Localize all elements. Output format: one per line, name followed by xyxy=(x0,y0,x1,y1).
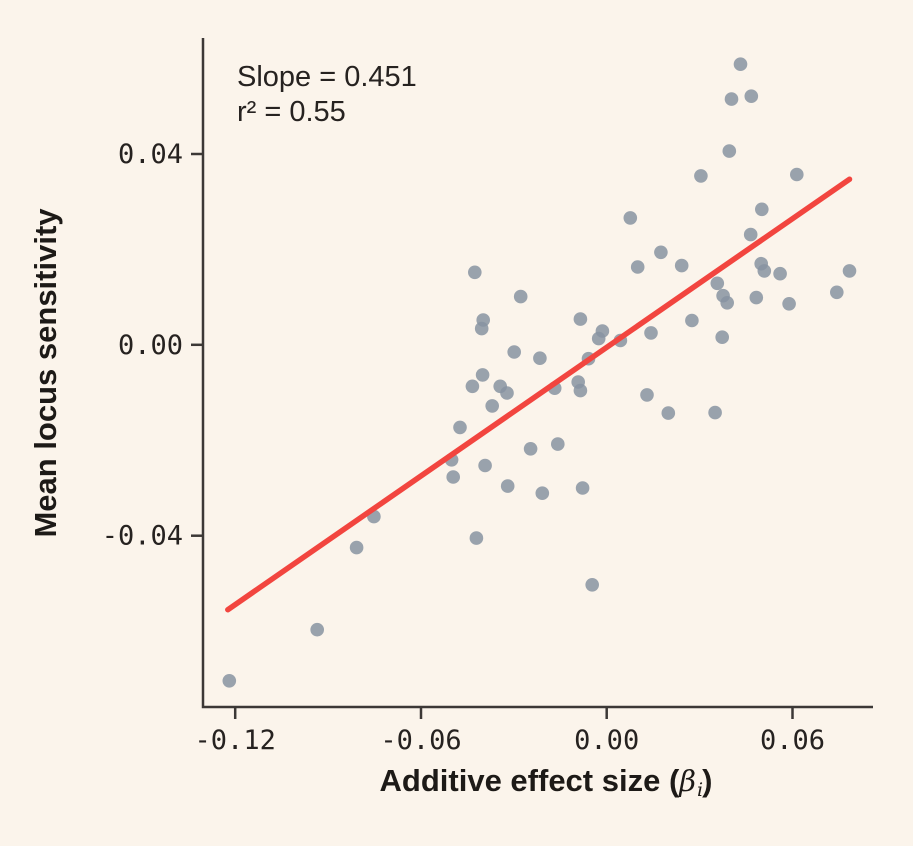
y-tick-label: 0.04 xyxy=(118,139,183,170)
data-point xyxy=(591,331,606,346)
data-point xyxy=(478,458,492,473)
x-tick-label: -0.12 xyxy=(195,725,276,756)
slope-annotation: Slope = 0.451 xyxy=(237,61,417,93)
data-point xyxy=(661,406,676,420)
data-point xyxy=(446,470,461,484)
data-point xyxy=(573,312,588,326)
data-point xyxy=(507,345,521,359)
data-point xyxy=(513,289,528,304)
data-point xyxy=(575,481,590,495)
data-point xyxy=(630,260,645,274)
data-point xyxy=(830,285,844,300)
x-tick-label: 0.00 xyxy=(574,725,639,756)
data-point xyxy=(757,264,772,278)
data-point xyxy=(468,265,482,280)
data-point xyxy=(773,266,787,281)
x-tick-label: 0.06 xyxy=(760,725,825,756)
data-point xyxy=(744,89,759,103)
r-squared-annotation: r² = 0.55 xyxy=(237,96,346,128)
data-point xyxy=(782,297,796,311)
data-point xyxy=(743,227,758,242)
data-point xyxy=(694,169,708,183)
data-point xyxy=(710,276,725,291)
data-point xyxy=(535,486,550,501)
data-point xyxy=(474,321,489,336)
y-tick-label: 0.00 xyxy=(118,330,183,361)
data-point xyxy=(733,57,748,71)
data-point xyxy=(485,399,500,413)
data-point xyxy=(749,290,764,305)
data-point xyxy=(755,202,769,217)
data-point xyxy=(533,351,547,366)
beta-subscript: i xyxy=(697,779,704,801)
data-point xyxy=(842,264,857,278)
data-point xyxy=(724,92,739,106)
x-axis-title-close-paren: ) xyxy=(702,763,713,798)
data-point xyxy=(623,211,638,225)
data-point xyxy=(551,437,565,451)
data-point xyxy=(523,442,538,456)
data-point xyxy=(640,388,654,402)
data-point xyxy=(310,622,325,637)
data-point xyxy=(475,368,490,382)
y-axis-title: Mean locus sensitivity xyxy=(28,208,63,538)
data-point xyxy=(715,330,729,345)
x-axis-title-text: Additive effect size ( xyxy=(379,763,680,798)
data-point xyxy=(720,296,734,310)
data-point xyxy=(500,386,514,400)
data-point xyxy=(573,383,588,398)
data-point xyxy=(585,578,599,592)
beta-symbol: β xyxy=(679,764,697,798)
data-point xyxy=(722,144,737,158)
data-point xyxy=(222,674,237,688)
data-point xyxy=(349,540,364,555)
fit-statistics-annotation: Slope = 0.451 r² = 0.55 xyxy=(237,60,417,130)
data-point xyxy=(469,531,484,545)
x-axis-title: Additive effect size (βi) xyxy=(203,763,889,801)
data-point xyxy=(654,245,668,260)
data-point xyxy=(708,405,722,420)
data-point xyxy=(453,420,467,435)
data-point xyxy=(465,379,480,394)
fit-line xyxy=(225,176,853,613)
data-point xyxy=(685,313,699,328)
y-tick-label: -0.04 xyxy=(102,521,183,552)
data-point xyxy=(644,326,658,340)
axis-lines xyxy=(201,38,873,709)
data-point xyxy=(790,167,804,182)
x-tick-label: -0.06 xyxy=(380,725,461,756)
data-point xyxy=(674,258,689,273)
data-point xyxy=(500,479,515,493)
